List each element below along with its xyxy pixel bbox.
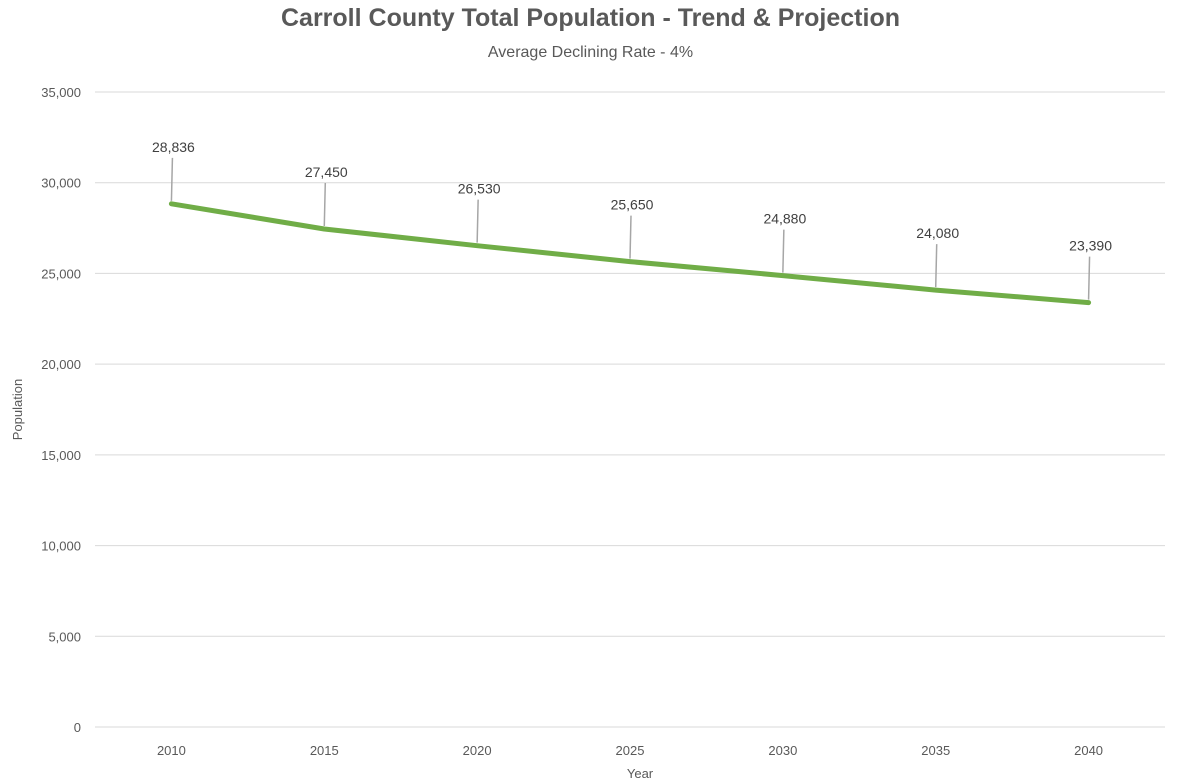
population-line <box>168 201 1092 306</box>
x-tick-label: 2035 <box>921 743 950 758</box>
y-tick-label: 25,000 <box>41 266 81 281</box>
data-label-leader <box>323 182 327 226</box>
data-label-leader <box>782 229 785 273</box>
series-population <box>168 201 1092 306</box>
x-tick-label: 2040 <box>1074 743 1103 758</box>
y-tick-label: 10,000 <box>41 539 81 554</box>
y-axis-ticks: 0 5,000 10,000 15,000 20,000 25,000 30,000 35,0… <box>41 85 81 735</box>
data-label-leader <box>934 244 938 288</box>
chart-title: Carroll County Total Population - Trend … <box>281 4 900 32</box>
data-label: 26,530 <box>458 181 501 197</box>
data-label-leader <box>476 199 479 243</box>
y-tick-label: 0 <box>74 720 81 735</box>
x-tick-label: 2015 <box>310 743 339 758</box>
x-axis-ticks: 2010 2015 2020 2025 2030 2035 2040 <box>157 743 1103 758</box>
y-tick-label: 30,000 <box>41 176 81 191</box>
y-tick-label: 5,000 <box>48 629 81 644</box>
x-tick-label: 2010 <box>157 743 186 758</box>
data-label: 24,880 <box>763 211 806 227</box>
data-label-leader <box>629 215 632 259</box>
data-label: 23,390 <box>1069 238 1112 254</box>
y-tick-label: 35,000 <box>41 85 81 100</box>
data-label: 24,080 <box>916 225 959 241</box>
y-tick-label: 20,000 <box>41 357 81 372</box>
gridlines <box>95 91 1165 728</box>
data-label: 25,650 <box>611 197 654 213</box>
data-labels: 28,836 27,450 26,530 25,650 24,880 24,080 23,3… <box>152 139 1112 300</box>
x-tick-label: 2020 <box>463 743 492 758</box>
data-label: 28,836 <box>152 139 195 155</box>
x-tick-label: 2025 <box>616 743 645 758</box>
x-tick-label: 2030 <box>768 743 797 758</box>
y-tick-label: 15,000 <box>41 448 81 463</box>
y-axis-label: Population <box>10 379 25 440</box>
x-axis-label: Year <box>627 766 654 781</box>
data-label: 27,450 <box>305 164 348 180</box>
chart-subtitle: Average Declining Rate - 4% <box>487 44 694 61</box>
data-label-leader <box>170 157 174 201</box>
data-label-leader <box>1087 256 1091 300</box>
